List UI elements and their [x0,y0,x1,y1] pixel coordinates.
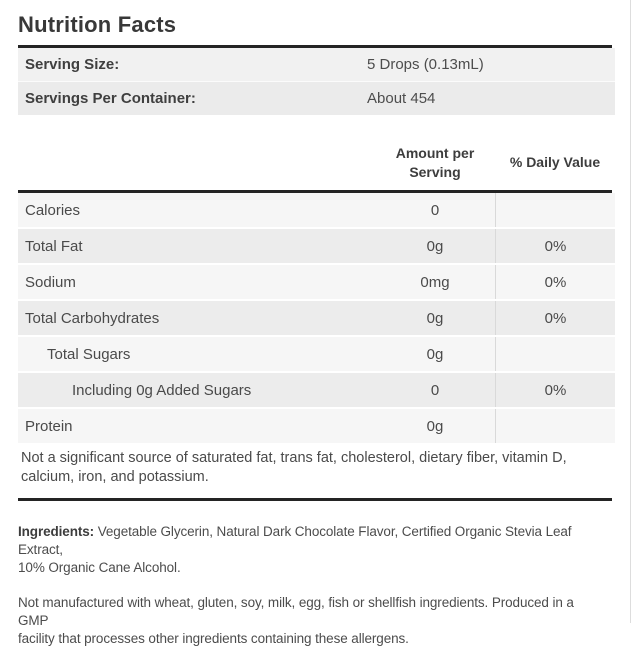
divider-header [18,190,612,193]
servings-per-container-value: About 454 [367,90,436,107]
row-label: Total Carbohydrates [25,309,160,327]
table-row-total-carbohydrates: Total Carbohydrates 0g 0% [18,301,615,337]
row-label: Total Sugars [47,345,131,363]
row-label: Sodium [25,273,76,291]
serving-size-value: 5 Drops (0.13mL) [367,56,484,73]
row-amount: 0g [426,237,444,255]
row-amount: 0g [426,309,444,327]
row-daily-value: 0% [495,373,615,407]
servings-per-container-label: Servings Per Container: [25,90,196,107]
nutrient-table: Calories 0 Total Fat 0g 0% Sodium 0mg 0%… [18,193,615,443]
row-amount: 0g [426,345,444,363]
row-daily-value [495,193,615,227]
allergen-notice: Not manufactured with wheat, gluten, soy… [18,595,574,646]
page-title: Nutrition Facts [18,12,177,37]
divider-bottom [18,498,612,501]
row-daily-value: 0% [495,301,615,335]
row-amount: 0 [430,201,440,219]
divider-top [18,45,612,48]
row-daily-value: 0% [495,229,615,263]
not-significant-source-note: Not a significant source of saturated fa… [21,450,567,485]
row-amount: 0 [430,381,440,399]
row-label: Calories [25,201,81,219]
serving-size-label: Serving Size: [25,56,120,73]
ingredients-paragraph: Ingredients: Vegetable Glycerin, Natural… [18,523,608,577]
ingredients-list: Vegetable Glycerin, Natural Dark Chocola… [18,524,572,575]
row-label: Protein [25,417,73,435]
serving-info: Serving Size: 5 Drops (0.13mL) Servings … [18,48,615,115]
row-daily-value: 0% [495,265,615,299]
row-label: Including 0g Added Sugars [72,381,252,399]
table-row-sodium: Sodium 0mg 0% [18,265,615,301]
row-daily-value [495,409,615,443]
column-headers: Amount per Serving % Daily Value [18,135,615,190]
table-row-added-sugars: Including 0g Added Sugars 0 0% [18,373,615,409]
table-row-total-fat: Total Fat 0g 0% [18,229,615,265]
row-amount: 0mg [420,273,450,291]
column-header-amount: Amount per Serving [395,144,475,180]
row-label: Total Fat [25,237,83,255]
table-row-protein: Protein 0g [18,409,615,443]
column-header-daily-value: % Daily Value [509,154,601,170]
table-row-total-sugars: Total Sugars 0g [18,337,615,373]
row-amount: 0g [426,417,444,435]
row-daily-value [495,337,615,371]
panel-right-border [630,0,631,623]
table-row-calories: Calories 0 [18,193,615,229]
serving-size-row: Serving Size: 5 Drops (0.13mL) [18,48,615,82]
ingredients-label: Ingredients: [18,524,95,539]
servings-per-container-row: Servings Per Container: About 454 [18,82,615,115]
